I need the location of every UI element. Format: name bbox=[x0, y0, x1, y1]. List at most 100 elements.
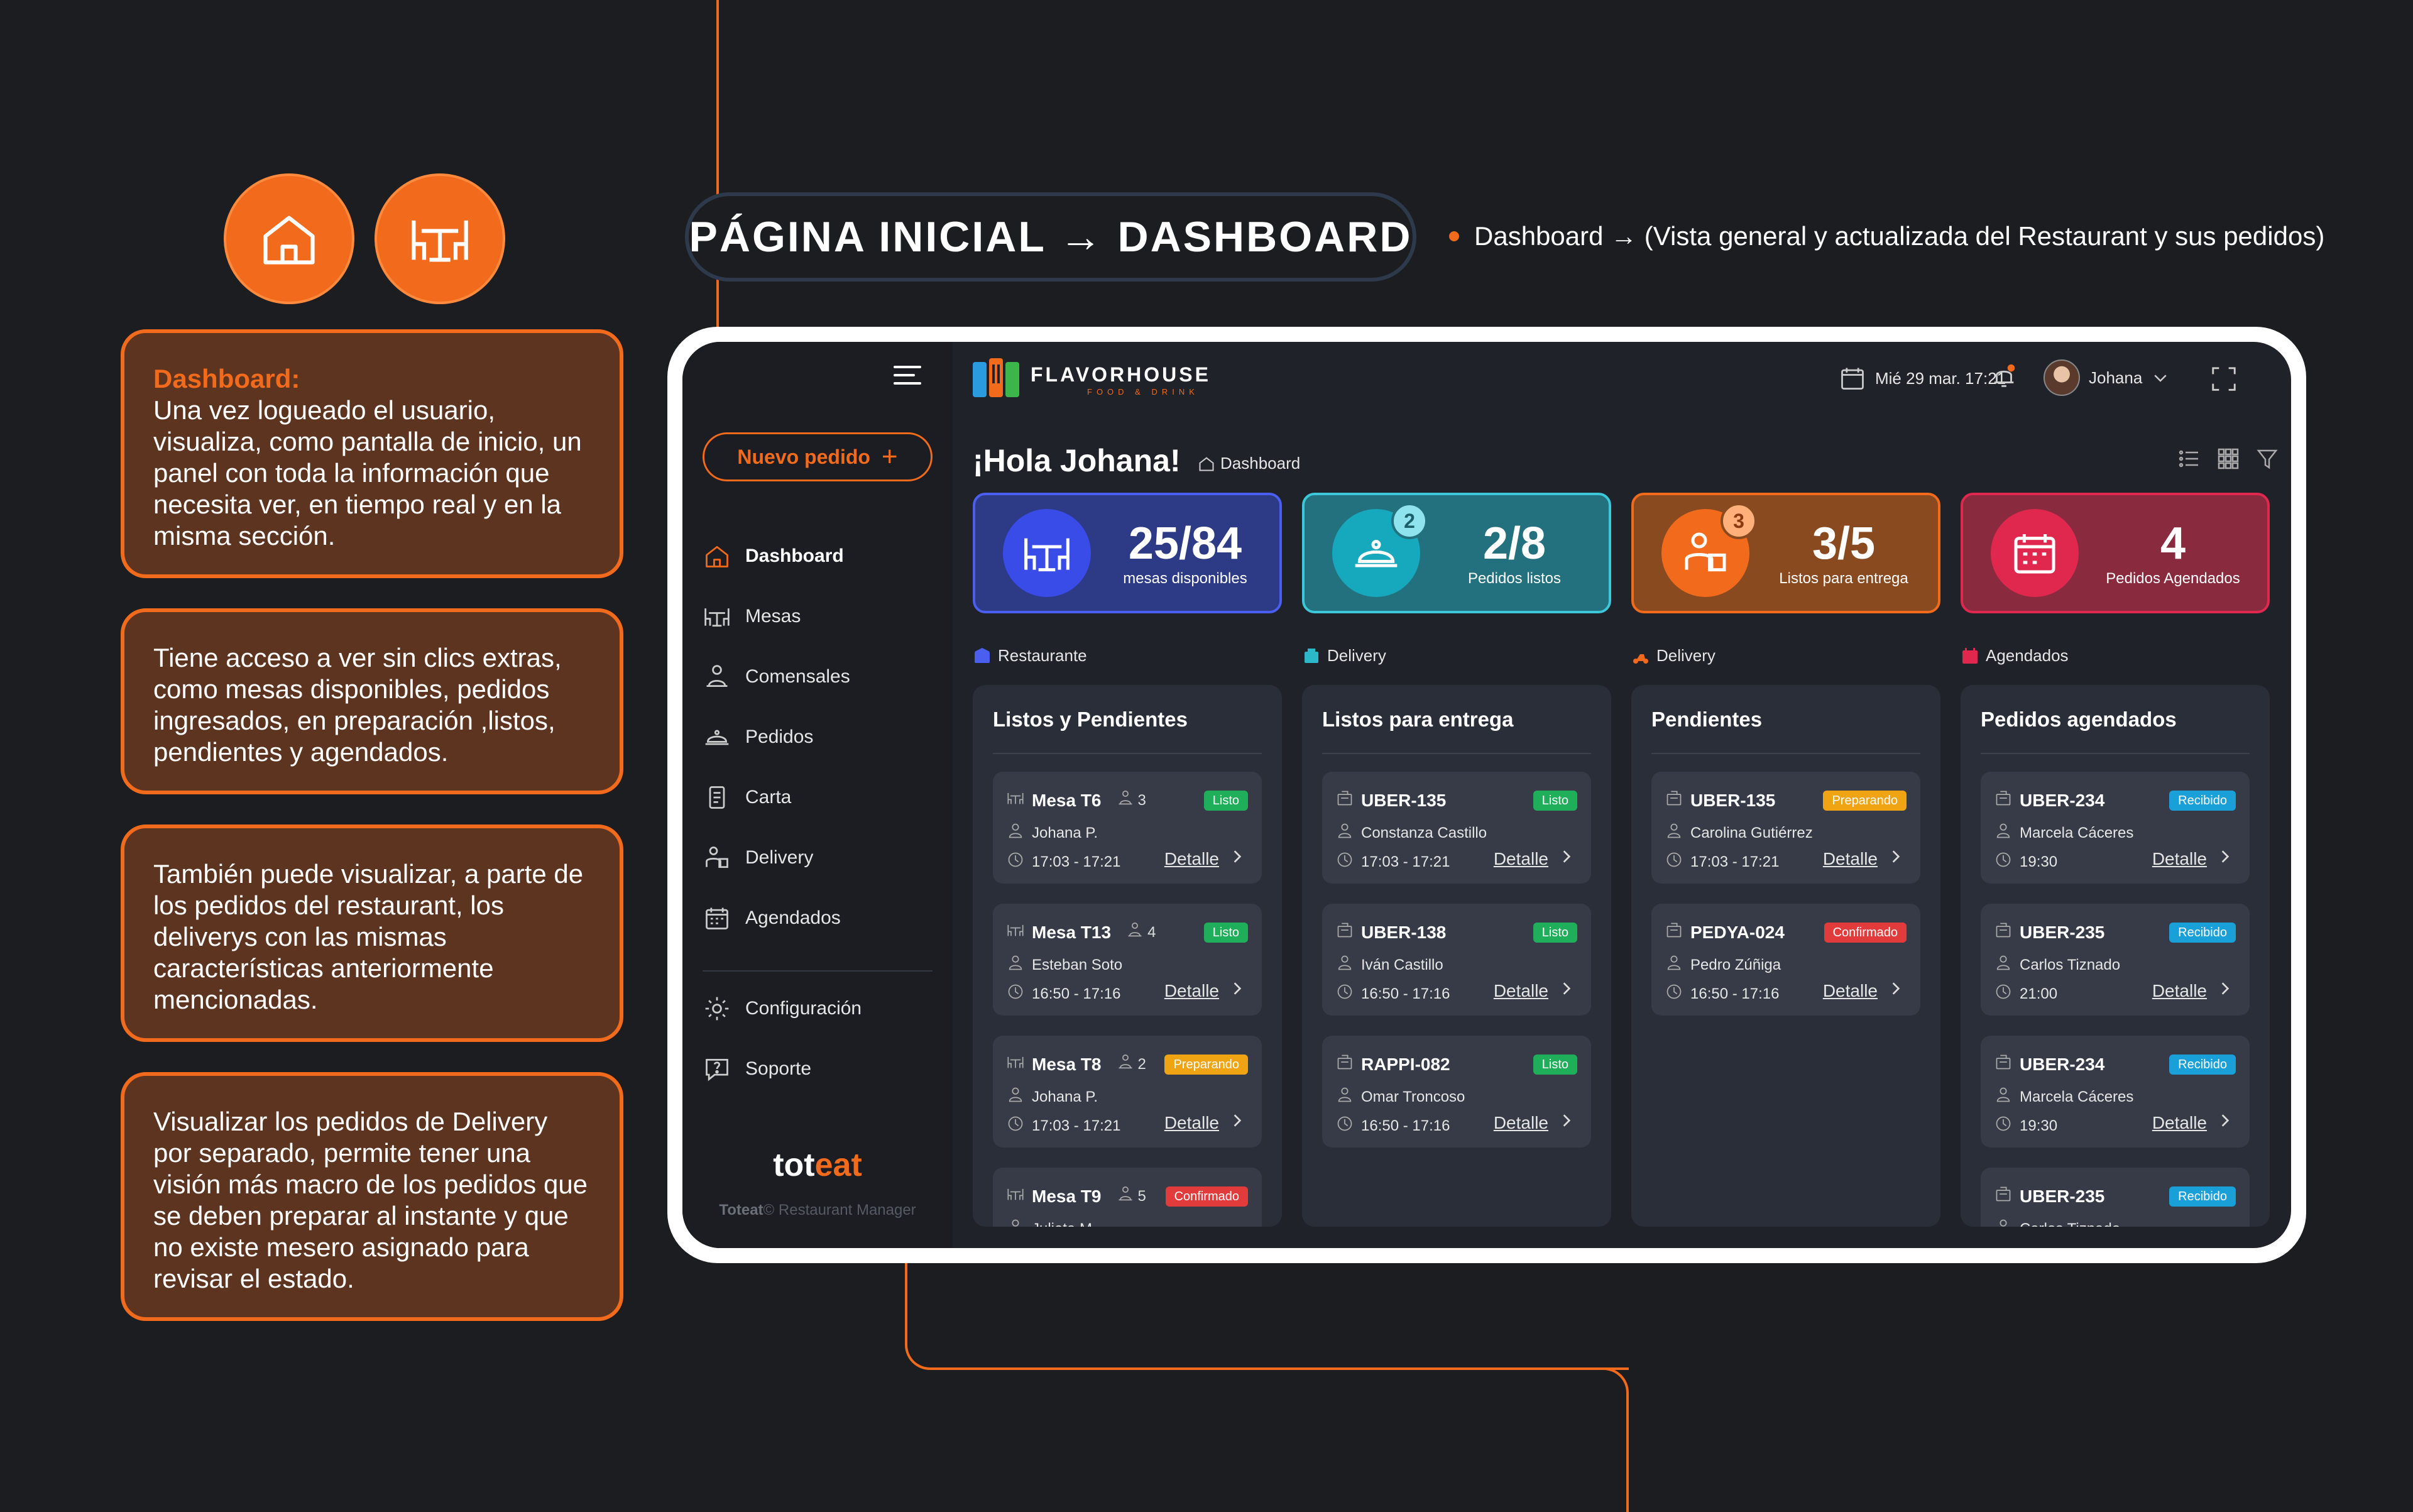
table-icon bbox=[1003, 509, 1091, 597]
order-card[interactable]: UBER-135 Listo Constanza Castillo 17:03 … bbox=[1322, 772, 1591, 884]
person-name: Julieta M. bbox=[1032, 1220, 1097, 1227]
detail-link[interactable]: Detalle bbox=[1164, 848, 1245, 869]
sidebar-item-configuracion[interactable]: Configuración bbox=[703, 994, 862, 1023]
home-icon bbox=[1199, 456, 1214, 471]
stat-listos-entrega[interactable]: 3 3/5 Listos para entrega bbox=[1631, 493, 1940, 613]
filter-icon[interactable] bbox=[2256, 447, 2279, 470]
stat-agendados[interactable]: 4 Pedidos Agendados bbox=[1961, 493, 2270, 613]
detail-link[interactable]: Detalle bbox=[1494, 980, 1575, 1001]
user-menu[interactable]: Johana bbox=[2044, 359, 2170, 396]
fullscreen-icon[interactable] bbox=[2209, 364, 2238, 393]
stat-value: 25/84 bbox=[1128, 518, 1242, 569]
chevron-down-icon bbox=[2154, 375, 2167, 382]
order-card[interactable]: UBER-234 Recibido Marcela Cáceres 19:30 … bbox=[1981, 1036, 2250, 1148]
order-name: Mesa T6 bbox=[1032, 790, 1102, 810]
order-card[interactable]: PEDYA-024 Confirmado Pedro Zúñiga 16:50 … bbox=[1651, 904, 1920, 1016]
sidebar-item-mesas[interactable]: Mesas bbox=[703, 602, 801, 631]
sidebar-item-agendados[interactable]: Agendados bbox=[703, 904, 841, 933]
hamburger-menu-icon[interactable] bbox=[894, 366, 921, 387]
order-time: 16:50 - 17:16 bbox=[1361, 1117, 1450, 1134]
bell-icon[interactable] bbox=[1989, 362, 2018, 391]
sidebar-item-soporte[interactable]: Soporte bbox=[703, 1055, 811, 1083]
clock-icon bbox=[1007, 983, 1024, 1005]
calendar-icon bbox=[1841, 368, 1864, 390]
stat-badge: 3 bbox=[1721, 503, 1757, 539]
calendar-icon bbox=[1991, 509, 2079, 597]
delivery-icon: 3 bbox=[1661, 503, 1757, 597]
cloche-icon bbox=[703, 723, 731, 752]
detail-link[interactable]: Detalle bbox=[1494, 1112, 1575, 1133]
new-order-label: Nuevo pedido bbox=[737, 445, 870, 468]
stat-badge: 2 bbox=[1391, 503, 1428, 539]
person-name: Iván Castillo bbox=[1361, 956, 1443, 973]
sidebar-item-delivery[interactable]: Delivery bbox=[703, 843, 813, 872]
order-box-icon bbox=[1665, 789, 1683, 811]
order-name: UBER-234 bbox=[2020, 790, 2105, 810]
order-time: 17:03 - 17:21 bbox=[1690, 853, 1780, 870]
person-icon bbox=[1994, 1086, 2012, 1108]
divider bbox=[1322, 753, 1591, 754]
detail-link[interactable]: Detalle bbox=[1494, 848, 1575, 869]
order-card[interactable]: Mesa T9 5 Confirmado Julieta M. bbox=[993, 1168, 1262, 1227]
sidebar-item-label: Configuración bbox=[745, 998, 862, 1019]
order-card[interactable]: UBER-138 Listo Iván Castillo 16:50 - 17:… bbox=[1322, 904, 1591, 1016]
clock-icon bbox=[1994, 1115, 2012, 1137]
list-view-icon[interactable] bbox=[2178, 447, 2201, 470]
order-card[interactable]: UBER-135 Preparando Carolina Gutiérrez 1… bbox=[1651, 772, 1920, 884]
sidebar-item-carta[interactable]: Carta bbox=[703, 783, 791, 812]
sidebar-item-pedidos[interactable]: Pedidos bbox=[703, 723, 813, 752]
order-name: PEDYA-024 bbox=[1690, 922, 1785, 942]
detail-link[interactable]: Detalle bbox=[1823, 980, 1904, 1001]
col-label-delivery-pendientes: Delivery bbox=[1631, 646, 1715, 666]
divider bbox=[993, 753, 1262, 754]
detail-link[interactable]: Detalle bbox=[1164, 1112, 1245, 1133]
breadcrumb[interactable]: Dashboard bbox=[1198, 454, 1300, 473]
status-badge: Recibido bbox=[2169, 923, 2236, 943]
clock-icon bbox=[1007, 1115, 1024, 1137]
sidebar-item-dashboard[interactable]: Dashboard bbox=[703, 542, 844, 571]
clock-icon bbox=[1336, 851, 1354, 873]
detail-link[interactable]: Detalle bbox=[2152, 848, 2233, 869]
stat-mesas[interactable]: 25/84 mesas disponibles bbox=[973, 493, 1282, 613]
detail-link[interactable]: Detalle bbox=[2152, 1112, 2233, 1133]
detail-link[interactable]: Detalle bbox=[2152, 980, 2233, 1001]
order-card[interactable]: Mesa T8 2 Preparando Johana P. 17:03 - 17… bbox=[993, 1036, 1262, 1148]
order-name: UBER-135 bbox=[1361, 790, 1447, 810]
subtitle-text: Dashboard → (Vista general y actualizada… bbox=[1474, 221, 2325, 251]
person-name: Carolina Gutiérrez bbox=[1690, 824, 1813, 841]
divider bbox=[1651, 753, 1920, 754]
scooter-icon bbox=[1633, 654, 1648, 664]
chevron-right-icon bbox=[2217, 848, 2233, 869]
date-text: Mié 29 mar. 17:21 bbox=[1875, 368, 2006, 388]
page-title: PÁGINA INICIAL → DASHBOARD bbox=[685, 192, 1416, 282]
person-icon bbox=[1007, 1218, 1024, 1227]
order-name: UBER-135 bbox=[1690, 790, 1776, 810]
detail-link[interactable]: Detalle bbox=[1164, 980, 1245, 1001]
order-card[interactable]: UBER-234 Recibido Marcela Cáceres 19:30 … bbox=[1981, 772, 2250, 884]
order-card[interactable]: UBER-235 Recibido Carlos Tiznado bbox=[1981, 1168, 2250, 1227]
sidebar-item-label: Pedidos bbox=[745, 726, 814, 747]
detail-link[interactable]: Detalle bbox=[1823, 848, 1904, 869]
order-time: 17:03 - 17:21 bbox=[1361, 853, 1450, 870]
date-display: Mié 29 mar. 17:21 bbox=[1839, 364, 2006, 392]
clock-icon bbox=[1007, 851, 1024, 873]
stat-pedidos-listos[interactable]: 2 2/8 Pedidos listos bbox=[1302, 493, 1611, 613]
bullet-dot bbox=[1449, 231, 1459, 241]
order-time: 16:50 - 17:16 bbox=[1361, 985, 1450, 1002]
clock-icon bbox=[1665, 983, 1683, 1005]
order-card[interactable]: UBER-235 Recibido Carlos Tiznado 21:00 D… bbox=[1981, 904, 2250, 1016]
note-macro: Visualizar los pedidos de Delivery por s… bbox=[121, 1072, 623, 1321]
sidebar-divider bbox=[703, 970, 933, 972]
new-order-button[interactable]: Nuevo pedido + bbox=[703, 432, 933, 481]
grid-view-icon[interactable] bbox=[2217, 447, 2240, 470]
order-card[interactable]: Mesa T6 3 Listo Johana P. 17:03 - 17:21 D… bbox=[993, 772, 1262, 884]
order-card[interactable]: Mesa T13 4 Listo Esteban Soto 16:50 - 17:… bbox=[993, 904, 1262, 1016]
note-delivery: También puede visualizar, a parte de los… bbox=[121, 824, 623, 1042]
order-card[interactable]: RAPPI-082 Listo Omar Troncoso 16:50 - 17… bbox=[1322, 1036, 1591, 1148]
divider bbox=[1981, 753, 2250, 754]
order-time: 19:30 bbox=[2020, 853, 2058, 870]
menu-card-icon bbox=[703, 783, 731, 812]
order-box-icon bbox=[1994, 1053, 2012, 1075]
sidebar-item-comensales[interactable]: Comensales bbox=[703, 662, 850, 691]
column-pendientes: Pendientes UBER-135 Preparando Carolina … bbox=[1631, 685, 1940, 1227]
